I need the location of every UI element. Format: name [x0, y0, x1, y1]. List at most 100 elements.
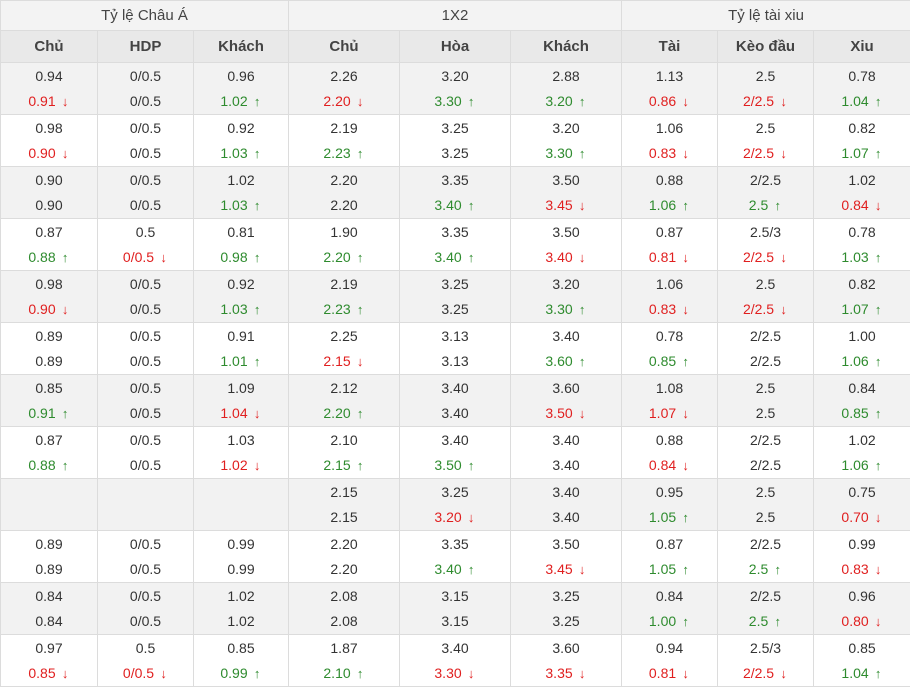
current-odds: 3.25 — [400, 141, 510, 166]
current-odds: 3.30↑ — [511, 297, 621, 322]
opening-odds: 2/2.5 — [718, 168, 813, 193]
opening-odds: 3.50 — [511, 532, 621, 557]
current-odds-value: 0.84 — [35, 613, 62, 629]
arrow-down-icon: ↓ — [779, 297, 788, 322]
opening-odds: 1.87 — [289, 636, 399, 661]
odds-cell: 0.89 0.89 — [1, 323, 98, 375]
opening-odds: 2.20 — [289, 168, 399, 193]
arrow-down-icon: ↓ — [681, 453, 690, 478]
arrow-up-icon: ↑ — [467, 245, 476, 270]
opening-odds: 0/0.5 — [98, 272, 193, 297]
arrow-down-icon: ↓ — [681, 661, 690, 686]
opening-odds: 3.13 — [400, 324, 510, 349]
current-odds-value: 0.91 — [28, 93, 55, 109]
column-header-hdp: HDP — [98, 31, 194, 63]
current-odds-value: 1.07 — [841, 301, 868, 317]
arrow-up-icon: ↑ — [467, 89, 476, 114]
current-odds-value: 1.04 — [841, 665, 868, 681]
current-odds: 0/0.5 — [98, 557, 193, 582]
arrow-down-icon: ↓ — [681, 141, 690, 166]
current-odds-value: 0.89 — [35, 353, 62, 369]
opening-odds: 0/0.5 — [98, 168, 193, 193]
current-odds: 1.05↑ — [622, 557, 717, 582]
arrow-up-icon: ↑ — [61, 401, 70, 426]
opening-odds: 3.50 — [511, 168, 621, 193]
opening-odds: 3.25 — [511, 584, 621, 609]
odds-cell — [194, 479, 289, 531]
current-odds: 2.5↑ — [718, 609, 813, 634]
column-header-home: Chủ — [289, 31, 400, 63]
current-odds-value: 3.20 — [545, 93, 572, 109]
current-odds: 0.85↑ — [622, 349, 717, 374]
current-odds: 3.30↓ — [400, 661, 510, 686]
group-header-over-under: Tỷ lệ tài xiu — [622, 1, 910, 31]
odds-cell — [1, 479, 98, 531]
arrow-down-icon: ↓ — [356, 349, 365, 374]
current-odds-value: 2/2.5 — [750, 457, 781, 473]
current-odds: 3.40↓ — [511, 245, 621, 270]
arrow-down-icon: ↓ — [681, 245, 690, 270]
arrow-down-icon: ↓ — [578, 401, 587, 426]
current-odds-value: 0/0.5 — [130, 405, 161, 421]
arrow-up-icon: ↑ — [253, 193, 262, 218]
arrow-up-icon: ↑ — [356, 661, 365, 686]
arrow-up-icon: ↑ — [773, 557, 782, 582]
opening-odds: 0.78 — [622, 324, 717, 349]
column-header-away: Khách — [511, 31, 622, 63]
opening-odds: 3.25 — [400, 480, 510, 505]
opening-odds: 0.91 — [194, 324, 288, 349]
current-odds: 3.35↓ — [511, 661, 621, 686]
current-odds-value: 1.03 — [220, 301, 247, 317]
current-odds-value: 0.83 — [649, 145, 676, 161]
opening-odds: 0.98 — [1, 116, 97, 141]
current-odds: 1.07↓ — [622, 401, 717, 426]
current-odds-value: 2/2.5 — [750, 353, 781, 369]
opening-odds: 1.90 — [289, 220, 399, 245]
current-odds-value: 2.15 — [330, 509, 357, 525]
opening-odds: 2.08 — [289, 584, 399, 609]
opening-odds: 0.89 — [1, 324, 97, 349]
current-odds-value: 0/0.5 — [130, 353, 161, 369]
opening-odds: 0.98 — [1, 272, 97, 297]
opening-odds: 0/0.5 — [98, 584, 193, 609]
arrow-up-icon: ↑ — [874, 349, 883, 374]
opening-odds: 0.84 — [622, 584, 717, 609]
arrow-down-icon: ↓ — [467, 505, 476, 530]
opening-odds: 1.09 — [194, 376, 288, 401]
current-odds: 0.88↑ — [1, 453, 97, 478]
current-odds-value: 2/2.5 — [743, 145, 774, 161]
opening-odds: 0.84 — [814, 376, 910, 401]
current-odds: 1.02↑ — [194, 89, 288, 114]
opening-odds: 0.85 — [814, 636, 910, 661]
current-odds: 3.20↓ — [400, 505, 510, 530]
current-odds: 3.45↓ — [511, 557, 621, 582]
current-odds: 2/2.5 — [718, 349, 813, 374]
current-odds: 1.03↑ — [814, 245, 910, 270]
arrow-up-icon: ↑ — [356, 141, 365, 166]
current-odds-value: 3.40 — [545, 249, 572, 265]
opening-odds: 2.88 — [511, 64, 621, 89]
opening-odds: 3.20 — [511, 272, 621, 297]
